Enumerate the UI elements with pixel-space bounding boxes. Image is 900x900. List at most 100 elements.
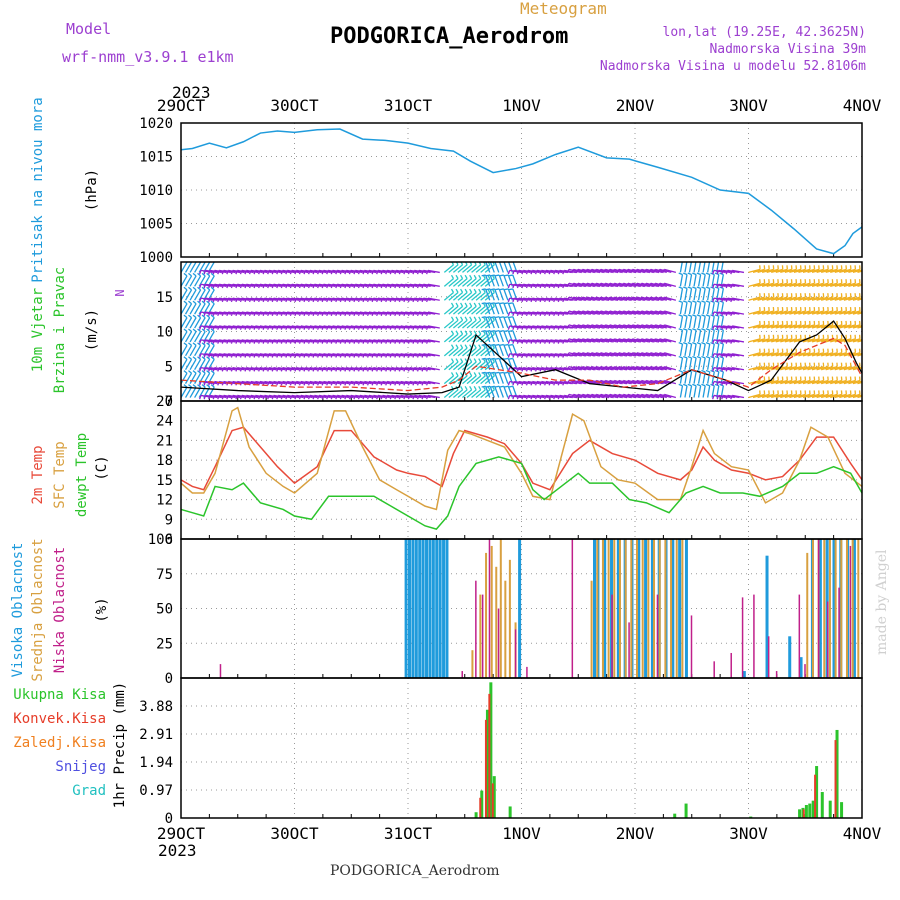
wind-barb-flag bbox=[516, 339, 520, 344]
wind-barb bbox=[255, 353, 268, 357]
wind-barb bbox=[214, 353, 227, 357]
wind-barb bbox=[641, 352, 654, 357]
wind-barb bbox=[427, 339, 440, 343]
wind-barb-flag bbox=[512, 339, 515, 344]
wind-barb bbox=[545, 283, 558, 287]
wind-barb-flag bbox=[407, 270, 411, 275]
wind-barb bbox=[541, 394, 554, 399]
wind-barb bbox=[396, 394, 409, 399]
wind-barb bbox=[232, 311, 245, 315]
wind-barb bbox=[194, 359, 202, 371]
cloud-bar bbox=[811, 539, 814, 678]
wind-barb bbox=[609, 268, 622, 274]
wind-barb bbox=[541, 269, 554, 274]
y-tick-label: 75 bbox=[156, 567, 173, 583]
wind-barb bbox=[650, 324, 663, 329]
wind-barb bbox=[359, 283, 372, 287]
wind-barb-flag bbox=[450, 288, 455, 293]
wind-barb-flag bbox=[469, 288, 473, 293]
wind-barb bbox=[314, 325, 327, 329]
wind-barb bbox=[423, 283, 436, 287]
cloud-bar bbox=[616, 539, 620, 678]
wind-barb bbox=[706, 288, 711, 301]
wind-barb bbox=[780, 268, 793, 274]
wind-barb-flag bbox=[303, 270, 306, 275]
wind-barb-flag bbox=[298, 395, 302, 400]
wind-barb bbox=[296, 339, 309, 343]
wind-barb-flag bbox=[362, 353, 366, 358]
wind-barb-flag bbox=[248, 395, 252, 400]
wind-barb-flag bbox=[492, 262, 495, 266]
wind-barb-flag bbox=[716, 311, 720, 317]
wind-barb bbox=[318, 283, 331, 287]
wind-barb-flag bbox=[198, 297, 202, 303]
wind-barb bbox=[798, 365, 811, 371]
wind-barb-flag bbox=[294, 353, 297, 358]
cloud-bar bbox=[828, 539, 831, 678]
wind-barb bbox=[550, 297, 563, 301]
wind-barb-flag bbox=[548, 297, 552, 303]
wind-barb-flag bbox=[326, 325, 329, 330]
wind-barb bbox=[386, 269, 400, 274]
wind-barb-flag bbox=[385, 325, 388, 330]
wind-barb bbox=[359, 380, 372, 385]
wind-barb-flag bbox=[385, 311, 388, 317]
lonlat-text: lon,lat (19.25E, 42.3625N) bbox=[663, 25, 867, 40]
wind-barb bbox=[405, 380, 418, 385]
wind-barb-flag bbox=[478, 344, 482, 349]
wind-barb bbox=[341, 311, 354, 315]
wind-barb bbox=[246, 311, 259, 315]
wind-barb-flag bbox=[244, 270, 247, 275]
wind-barb-flag bbox=[398, 311, 402, 317]
wind-barb bbox=[485, 274, 491, 287]
wind-barb-flag bbox=[593, 394, 597, 399]
wind-barb bbox=[527, 353, 540, 357]
wind-barb bbox=[582, 324, 595, 329]
wind-barb-flag bbox=[725, 353, 729, 358]
wind-barb-flag bbox=[403, 284, 406, 289]
wind-barb-flag bbox=[612, 296, 615, 302]
wind-barb-flag bbox=[639, 282, 643, 288]
wind-barb-flag bbox=[730, 297, 733, 303]
wind-barb bbox=[596, 365, 608, 371]
wind-barb-flag bbox=[602, 380, 606, 385]
wind-barb-flag bbox=[407, 325, 411, 330]
wind-barb-flag bbox=[376, 270, 379, 275]
wind-barb bbox=[523, 380, 536, 385]
wind-barb bbox=[264, 297, 277, 301]
wind-barb bbox=[605, 352, 618, 357]
wind-barb bbox=[250, 339, 263, 343]
wind-barb-flag bbox=[630, 366, 634, 371]
wind-barb-flag bbox=[721, 367, 724, 372]
wind-barb-flag bbox=[481, 330, 486, 332]
wind-barb-flag bbox=[198, 339, 202, 344]
x-tick-label-top: 31OCT bbox=[384, 96, 433, 115]
wind-barb bbox=[752, 352, 765, 357]
wind-barb-flag bbox=[521, 381, 524, 386]
wind-barb-flag bbox=[262, 297, 266, 303]
wind-barb-flag bbox=[721, 395, 724, 400]
wind-barb-flag bbox=[280, 284, 284, 289]
wind-barb bbox=[718, 367, 731, 371]
cloud-bar bbox=[414, 539, 418, 678]
wind-barb-flag bbox=[621, 310, 624, 315]
wind-barb-flag bbox=[630, 282, 634, 288]
wind-barb-flag bbox=[294, 339, 297, 344]
wind-barb-flag bbox=[197, 314, 202, 319]
wind-barb-flag bbox=[226, 270, 229, 275]
wind-barb-flag bbox=[652, 269, 656, 274]
wind-barb-flag bbox=[692, 328, 697, 331]
wind-barb bbox=[273, 339, 286, 343]
wind-barb-flag bbox=[326, 270, 329, 275]
wind-barb bbox=[452, 292, 464, 301]
wind-barb bbox=[702, 302, 706, 315]
wind-barb bbox=[518, 380, 531, 385]
wind-barb bbox=[480, 347, 491, 357]
wind-barb-flag bbox=[495, 385, 500, 388]
wind-barb bbox=[655, 296, 667, 301]
wind-barb-flag bbox=[652, 282, 656, 288]
wind-barb bbox=[523, 269, 536, 274]
cloud-bar bbox=[650, 539, 654, 678]
wind-barb bbox=[650, 296, 663, 301]
wind-barb bbox=[732, 380, 745, 385]
